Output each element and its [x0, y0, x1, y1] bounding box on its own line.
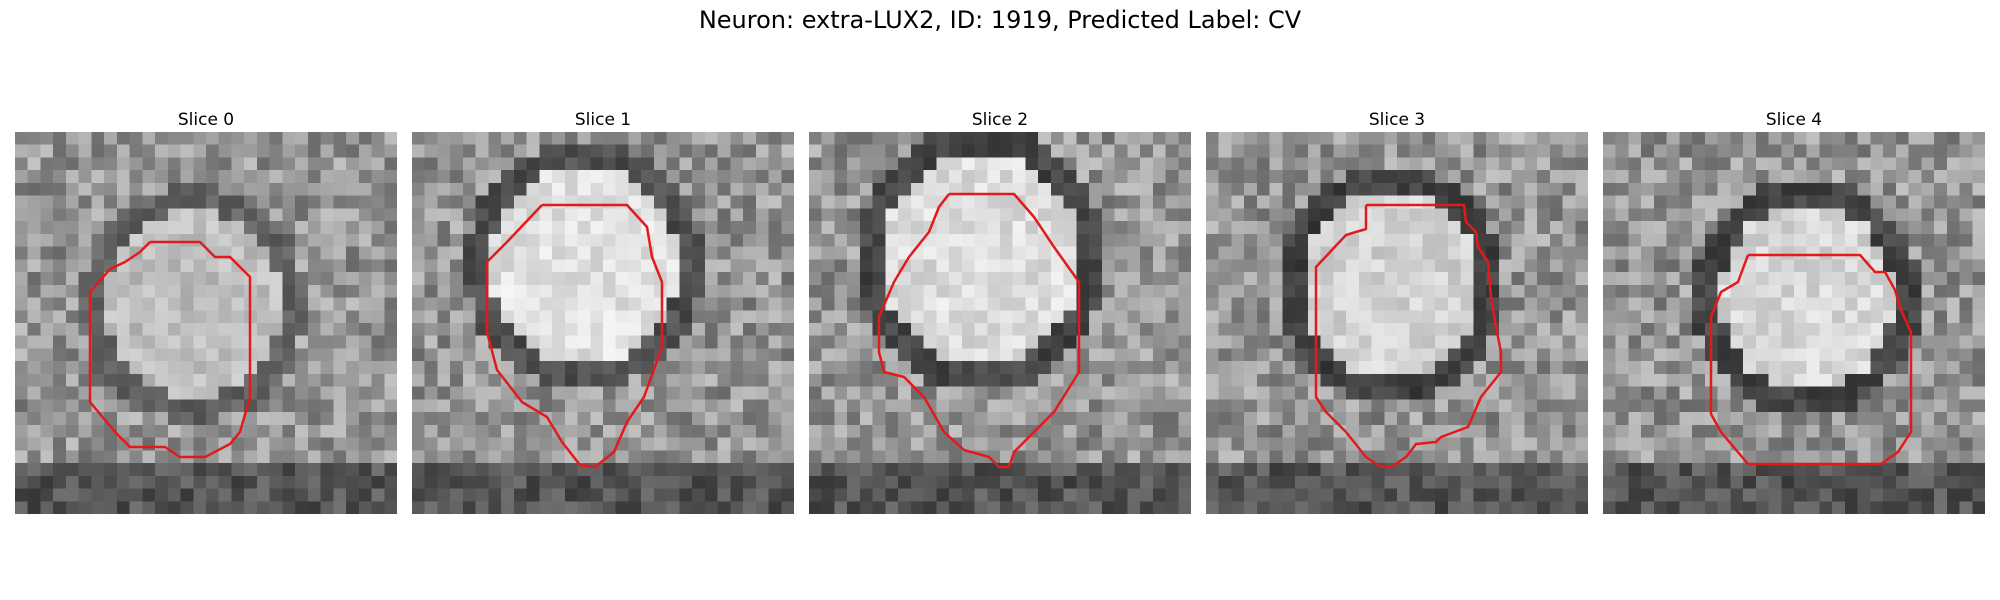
slice-image — [1206, 132, 1588, 514]
slice-image — [809, 132, 1191, 514]
slice-panel-3: Slice 3 — [1206, 108, 1588, 514]
slice-panel-0: Slice 0 — [15, 108, 397, 514]
slice-title: Slice 1 — [574, 110, 632, 130]
slice-panel-1: Slice 1 — [412, 108, 794, 514]
slice-title: Slice 3 — [1368, 110, 1426, 130]
slice-image — [15, 132, 397, 514]
figure-title: Neuron: extra-LUX2, ID: 1919, Predicted … — [698, 6, 1302, 34]
slice-title: Slice 0 — [177, 110, 235, 130]
slice-panel-2: Slice 2 — [809, 108, 1191, 514]
slice-title: Slice 2 — [971, 110, 1029, 130]
slice-image — [412, 132, 794, 514]
slice-panel-4: Slice 4 — [1603, 108, 1985, 514]
slice-title: Slice 4 — [1765, 110, 1823, 130]
slice-image — [1603, 132, 1985, 514]
